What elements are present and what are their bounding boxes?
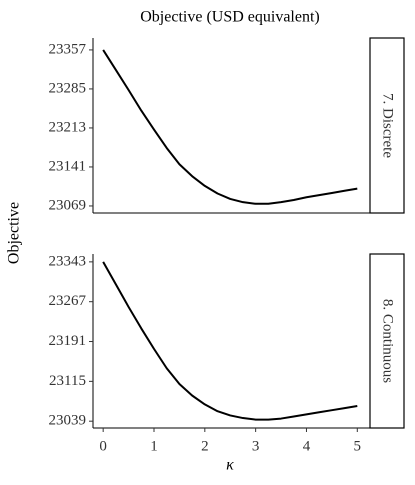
x-tick-label: 0 <box>99 438 107 454</box>
facet-strip <box>369 253 405 429</box>
y-tick-label: 23213 <box>49 119 87 135</box>
x-tick-label: 2 <box>201 438 209 454</box>
y-tick-label: 23069 <box>49 197 87 213</box>
y-tick-label: 23357 <box>49 41 87 57</box>
y-tick-label: 23343 <box>49 253 87 269</box>
y-tick-label: 23267 <box>49 293 87 309</box>
y-tick-label: 23191 <box>49 333 87 349</box>
x-tick-label: 5 <box>354 438 362 454</box>
facet-label: 7. Discrete <box>380 93 396 158</box>
x-tick-label: 1 <box>150 438 158 454</box>
y-tick-label: 23285 <box>49 80 87 96</box>
y-tick-label: 23115 <box>49 373 86 389</box>
y-axis-label: Objective <box>6 202 23 264</box>
facet-strip <box>369 37 405 214</box>
x-axis-label: κ <box>226 457 234 474</box>
facet-label: 8. Continuous <box>380 299 396 383</box>
x-tick-label: 4 <box>303 438 311 454</box>
y-tick-label: 23039 <box>49 413 87 429</box>
y-tick-label: 23141 <box>49 158 87 174</box>
chart-title: Objective (USD equivalent) <box>140 9 320 26</box>
line <box>102 261 358 421</box>
x-tick-label: 3 <box>252 438 260 454</box>
line <box>102 49 358 205</box>
